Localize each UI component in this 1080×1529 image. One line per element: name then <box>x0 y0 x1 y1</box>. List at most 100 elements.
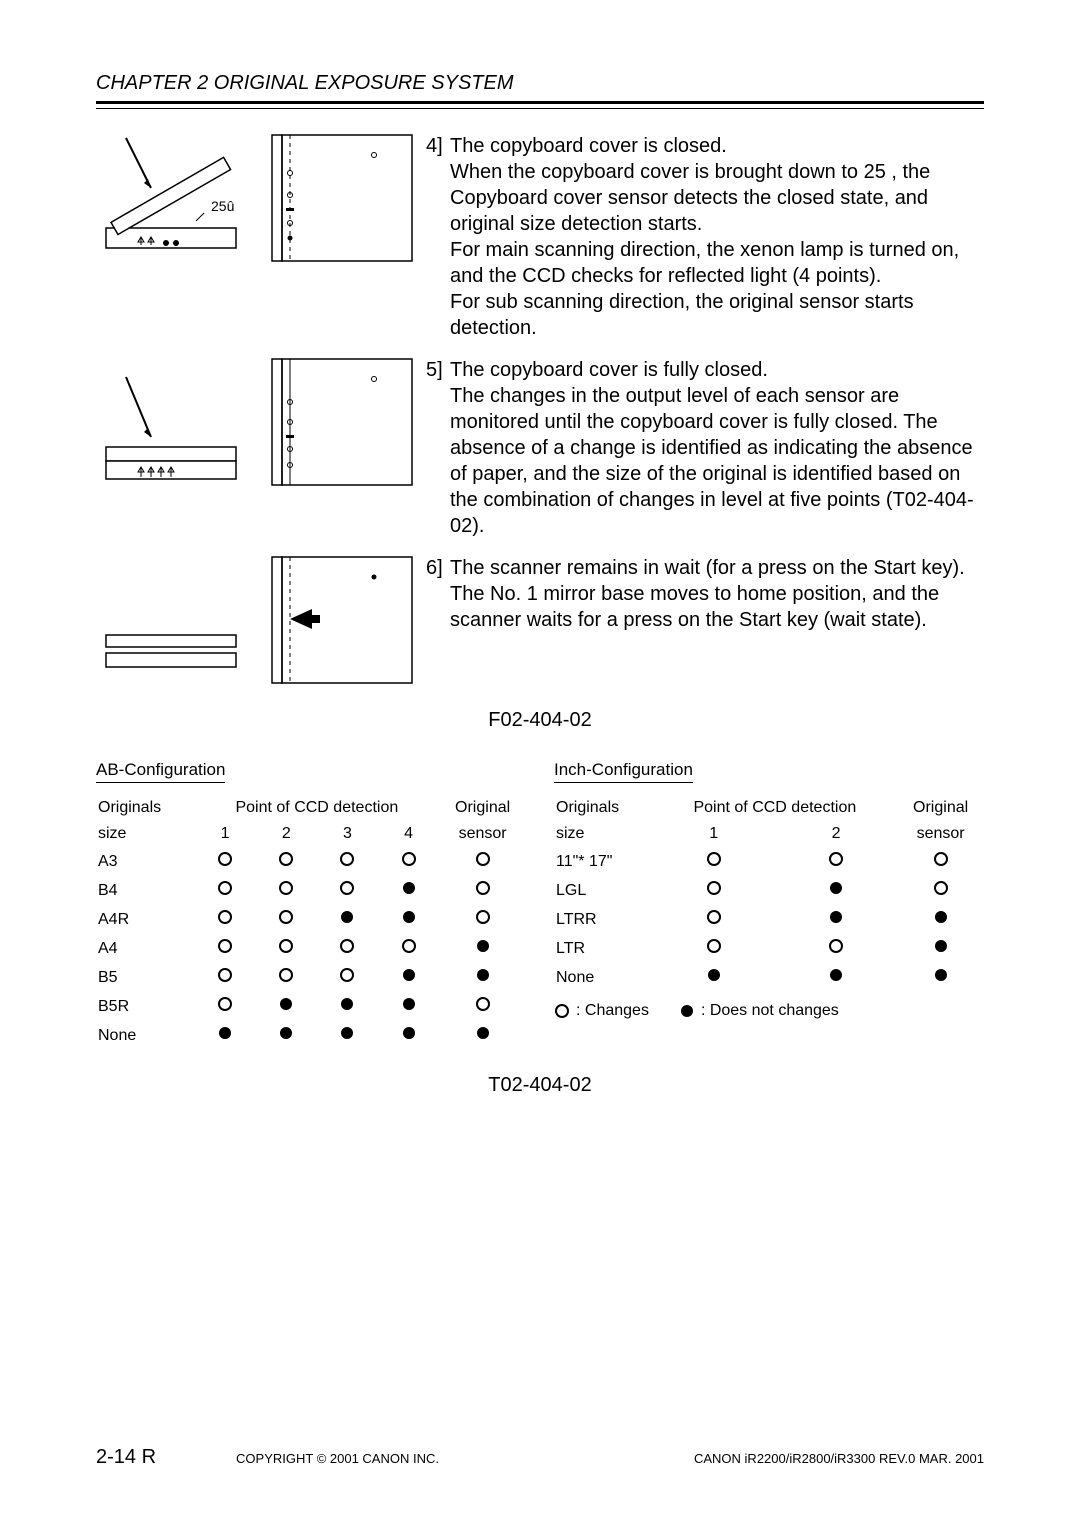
detection-cell <box>897 847 984 876</box>
table-row: B5 <box>96 963 526 992</box>
figure-caption: F02-404-02 <box>96 709 984 732</box>
revision: CANON iR2200/iR2800/iR3300 REV.0 MAR. 20… <box>694 1451 984 1466</box>
detection-cell <box>378 934 439 963</box>
size-cell: LTR <box>554 934 653 963</box>
detection-cell <box>195 934 256 963</box>
th-1b: 1 <box>653 821 775 847</box>
th-2: 2 <box>256 821 317 847</box>
topview-diagram-6 <box>264 555 414 685</box>
detection-cell <box>897 905 984 934</box>
th-originals: Originals <box>96 795 195 821</box>
detection-cell <box>653 876 775 905</box>
detection-cell <box>317 1021 378 1050</box>
detection-cell <box>653 905 775 934</box>
th-sensor-b: sensor <box>897 821 984 847</box>
table-row: 11"* 17" <box>554 847 984 876</box>
detection-cell <box>775 876 897 905</box>
scanner-flat-diagram <box>96 357 246 487</box>
step-6-para: The scanner remains in wait (for a press… <box>450 555 980 633</box>
table-row: B4 <box>96 876 526 905</box>
detection-cell <box>317 876 378 905</box>
legend-changes-label: : Changes <box>576 1002 649 1020</box>
size-cell: B5 <box>96 963 195 992</box>
ab-config-block: AB-Configuration Originals Point of CCD … <box>96 760 526 1050</box>
detection-cell <box>256 876 317 905</box>
detection-cell <box>256 905 317 934</box>
detection-cell <box>256 963 317 992</box>
chapter-header: CHAPTER 2 ORIGINAL EXPOSURE SYSTEM <box>96 72 984 95</box>
detection-cell <box>439 905 526 934</box>
detection-cell <box>378 876 439 905</box>
scanner-flat-diagram-6 <box>96 555 246 685</box>
detection-cell <box>317 905 378 934</box>
th-original-sensor: Original <box>439 795 526 821</box>
table-row: B5R <box>96 992 526 1021</box>
detection-cell <box>439 847 526 876</box>
scanner-tilt-diagram: 25û <box>96 133 246 263</box>
detection-cell <box>317 934 378 963</box>
size-cell: B4 <box>96 876 195 905</box>
detection-cell <box>775 905 897 934</box>
copyright: COPYRIGHT © 2001 CANON INC. <box>236 1451 694 1466</box>
th-sensor: sensor <box>439 821 526 847</box>
page-number: 2-14 R <box>96 1446 156 1469</box>
detection-cell <box>378 847 439 876</box>
step-5-para: The copyboard cover is fully closed. The… <box>450 357 980 539</box>
legend-changes: : Changes <box>554 1002 649 1020</box>
detection-cell <box>378 963 439 992</box>
th-4: 4 <box>378 821 439 847</box>
footer: 2-14 R COPYRIGHT © 2001 CANON INC. CANON… <box>96 1446 984 1469</box>
step-5-row: 5]The copyboard cover is fully closed. T… <box>96 357 984 539</box>
detection-cell <box>897 963 984 992</box>
size-cell: B5R <box>96 992 195 1021</box>
detection-cell <box>317 847 378 876</box>
header-rule <box>96 101 984 109</box>
detection-cell <box>256 847 317 876</box>
step-4-para: The copyboard cover is closed. When the … <box>450 133 980 341</box>
table-row: A4R <box>96 905 526 934</box>
size-cell: LTRR <box>554 905 653 934</box>
detection-cell <box>775 963 897 992</box>
size-cell: None <box>96 1021 195 1050</box>
table-caption: T02-404-02 <box>96 1074 984 1097</box>
detection-cell <box>439 1021 526 1050</box>
size-cell: LGL <box>554 876 653 905</box>
th-point-b: Point of CCD detection <box>653 795 898 821</box>
step-6-text: 6]The scanner remains in wait (for a pre… <box>426 555 984 633</box>
diagram-col-5 <box>96 357 426 487</box>
detection-cell <box>378 905 439 934</box>
table-row: LTR <box>554 934 984 963</box>
step-5-num: 5] <box>426 357 450 383</box>
inch-config-block: Inch-Configuration Originals Point of CC… <box>554 760 984 1050</box>
detection-cell <box>653 847 775 876</box>
detection-cell <box>195 905 256 934</box>
step-6-num: 6] <box>426 555 450 581</box>
detection-cell <box>378 992 439 1021</box>
topview-diagram-4 <box>264 133 414 263</box>
detection-cell <box>378 1021 439 1050</box>
detection-cell <box>195 876 256 905</box>
detection-cell <box>195 992 256 1021</box>
detection-cell <box>897 934 984 963</box>
size-cell: A3 <box>96 847 195 876</box>
table-row: LGL <box>554 876 984 905</box>
detection-cell <box>317 963 378 992</box>
diagram-col-4: 25û <box>96 133 426 263</box>
detection-cell <box>317 992 378 1021</box>
size-cell: A4R <box>96 905 195 934</box>
detection-cell <box>256 934 317 963</box>
table-row: None <box>554 963 984 992</box>
table-row: A3 <box>96 847 526 876</box>
table-row: A4 <box>96 934 526 963</box>
topview-diagram-5 <box>264 357 414 487</box>
th-size-b: size <box>554 821 653 847</box>
detection-cell <box>195 847 256 876</box>
th-size: size <box>96 821 195 847</box>
step-4-text: 4]The copyboard cover is closed. When th… <box>426 133 984 341</box>
th-3: 3 <box>317 821 378 847</box>
legend: : Changes : Does not changes <box>554 1002 984 1020</box>
size-cell: A4 <box>96 934 195 963</box>
legend-notchanges-label: : Does not changes <box>701 1002 839 1020</box>
detection-cell <box>439 934 526 963</box>
th-originals-b: Originals <box>554 795 653 821</box>
